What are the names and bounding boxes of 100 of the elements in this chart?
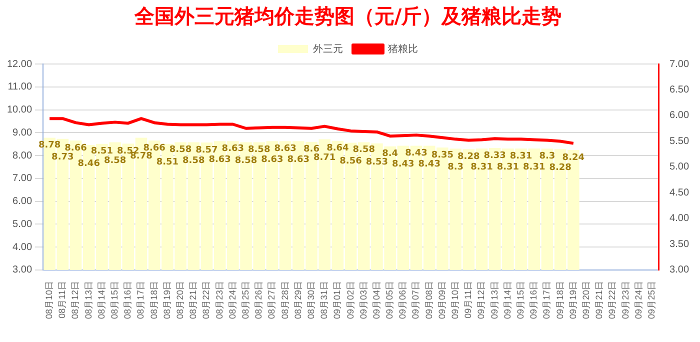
x-tick-label: 09月05日 (384, 280, 395, 320)
x-tick-label: 09月04日 (371, 280, 382, 320)
y2-tick-label: 6.50 (670, 84, 690, 96)
x-tick-label: 08月12日 (70, 280, 80, 320)
x-tick-label: 09月12日 (476, 280, 486, 320)
data-label: 8.58 (182, 156, 205, 166)
x-tick-label: 09月25日 (646, 280, 656, 320)
x-tick-label: 09月10日 (450, 280, 460, 320)
y2-tick-label: 4.00 (670, 213, 690, 224)
data-label: 8.57 (196, 145, 218, 156)
x-tick-label: 09月13日 (489, 280, 500, 320)
data-label: 8.63 (274, 144, 296, 154)
x-tick-label: 08月15日 (110, 280, 120, 320)
x-tick-label: 08月20日 (175, 280, 186, 320)
x-tick-label: 09月19日 (568, 280, 578, 320)
data-label: 8.3 (539, 152, 556, 162)
data-label: 8.33 (484, 150, 506, 161)
x-tick-label: 08月30日 (306, 280, 316, 320)
x-tick-label: 09月22日 (607, 280, 618, 320)
x-tick-label: 09月15日 (516, 280, 526, 320)
chart-title: 全国外三元猪均价走势图（元/斤）及猪粮比走势 (133, 4, 562, 28)
x-tick-label: 08月11日 (57, 280, 68, 318)
data-label: 8.3 (448, 162, 464, 173)
y-tick-label: 8.00 (12, 150, 32, 162)
x-tick-label: 08月28日 (280, 280, 290, 320)
data-label: 8.31 (510, 151, 532, 162)
data-label: 8.63 (287, 154, 310, 165)
y-tick-label: 5.00 (12, 218, 32, 230)
data-label: 8.31 (496, 162, 520, 172)
x-tick-label: 08月10日 (44, 280, 54, 320)
y2-tick-label: 6.00 (670, 110, 690, 122)
x-tick-label: 08月13日 (83, 280, 94, 320)
data-label: 8.53 (366, 157, 388, 168)
x-tick-label: 09月16日 (528, 280, 539, 320)
x-tick-label: 08月18日 (148, 280, 159, 320)
data-label: 8.31 (523, 162, 546, 172)
x-tick-label: 09月06日 (398, 280, 408, 320)
x-tick-label: 09月24日 (633, 280, 644, 320)
data-label: 8.63 (208, 154, 231, 165)
x-tick-label: 08月21日 (188, 280, 198, 320)
data-label: 8.73 (52, 152, 74, 163)
x-tick-label: 09月08日 (424, 280, 434, 320)
data-label: 8.71 (313, 153, 336, 164)
x-tick-label: 08月14日 (96, 280, 106, 320)
x-tick-label: 09月20日 (580, 280, 591, 320)
x-tick-label: 08月26日 (254, 280, 264, 320)
x-tick-label: 08月29日 (292, 280, 303, 320)
y-tick-label: 4.00 (12, 242, 32, 253)
y-tick-label: 9.00 (12, 127, 32, 138)
y-tick-label: 7.00 (12, 173, 32, 184)
data-label: 8.51 (156, 158, 179, 168)
y-tick-label: 12.00 (6, 58, 32, 70)
x-tick-label: 08月22日 (201, 280, 212, 320)
data-label: 8.63 (222, 144, 244, 154)
y-tick-label: 11.00 (8, 82, 32, 93)
x-tick-label: 09月17日 (542, 280, 552, 320)
x-tick-label: 09月18日 (554, 280, 565, 320)
data-label: 8.66 (143, 143, 166, 154)
x-tick-label: 08月24日 (227, 280, 238, 320)
data-label: 8.35 (431, 150, 454, 160)
legend-label: 猪粮比 (388, 42, 418, 55)
x-tick-label: 08月19日 (162, 280, 172, 320)
legend-label: 外三元 (313, 44, 343, 55)
y2-tick-label: 3.50 (670, 238, 690, 250)
data-label: 8.28 (549, 162, 572, 173)
data-label: 8.63 (261, 154, 284, 165)
data-label: 8.58 (352, 145, 375, 156)
data-label: 8.66 (64, 143, 87, 154)
y2-tick-label: 7.00 (670, 58, 690, 70)
data-label: 8.58 (234, 156, 258, 166)
x-tick-label: 09月01日 (332, 280, 342, 320)
data-label: 8.24 (562, 152, 585, 163)
data-label: 8.58 (248, 145, 270, 156)
data-label: 8.31 (470, 162, 493, 172)
data-label: 8.6 (304, 144, 320, 155)
x-tick-label: 08月17日 (136, 280, 146, 320)
data-label: 8.43 (392, 160, 414, 170)
x-tick-label: 08月31日 (319, 280, 330, 320)
y2-tick-label: 5.00 (670, 162, 690, 173)
x-tick-label: 09月11日 (463, 280, 474, 318)
data-label: 8.51 (90, 146, 114, 157)
data-label: 8.56 (340, 156, 362, 167)
x-tick-label: 09月21日 (594, 280, 604, 320)
y2-tick-label: 5.50 (670, 136, 690, 147)
data-label: 8.64 (326, 144, 349, 154)
x-tick-label: 09月23日 (620, 280, 630, 320)
data-label: 8.46 (78, 158, 100, 169)
data-label: 8.28 (458, 152, 480, 162)
y2-tick-label: 3.00 (670, 264, 690, 276)
y-tick-label: 3.00 (12, 264, 32, 276)
x-tick-label: 09月14日 (502, 280, 512, 320)
y-tick-label: 6.00 (12, 196, 32, 208)
x-tick-label: 08月25日 (240, 280, 250, 320)
data-label: 8.43 (418, 160, 440, 170)
data-label: 8.58 (104, 156, 126, 166)
x-tick-label: 09月07日 (410, 280, 421, 320)
y-tick-label: 10.00 (6, 104, 32, 116)
x-tick-label: 08月16日 (122, 280, 133, 320)
data-label: 8.78 (130, 152, 152, 162)
y2-tick-label: 4.50 (670, 187, 690, 198)
